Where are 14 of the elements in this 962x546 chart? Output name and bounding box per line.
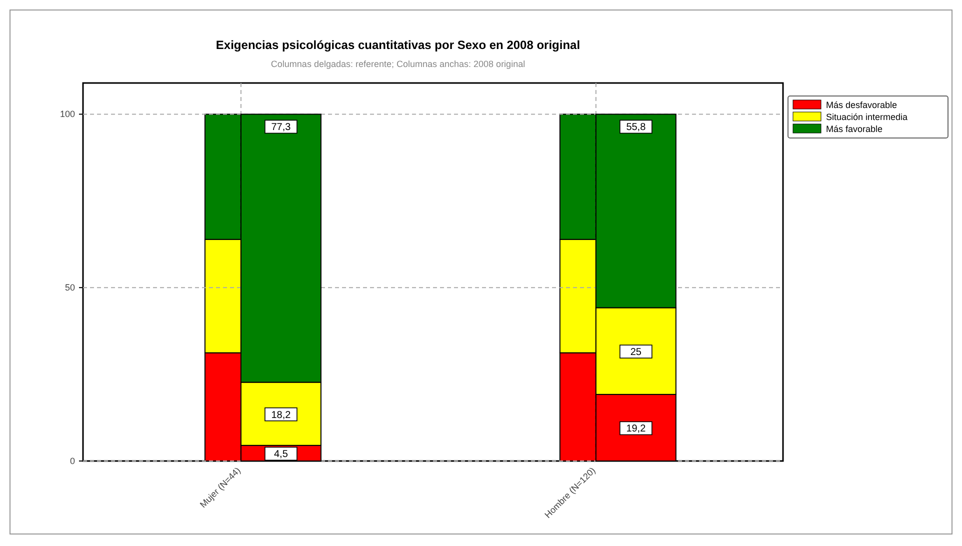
chart-subtitle: Columnas delgadas: referente; Columnas anchas: 2008 original <box>270 59 526 69</box>
y-tick-label: 100 <box>60 109 75 120</box>
data-label: 55,8 <box>626 122 646 134</box>
legend-label: Más desfavorable <box>826 100 898 110</box>
chart-title: Exigencias psicológicas cuantitativas por Sexo en 2008 original <box>216 38 580 52</box>
data-label: 4,5 <box>274 449 288 460</box>
data-label: 25 <box>630 347 642 358</box>
data-label: 19,2 <box>626 424 646 435</box>
y-tick-label: 0 <box>70 456 75 466</box>
legend-label: Situación intermedia <box>826 112 908 122</box>
legend-label: Más favorable <box>826 124 883 134</box>
y-tick-label: 50 <box>64 282 75 293</box>
data-label: 77,3 <box>271 122 292 134</box>
data-label: 18,2 <box>271 410 292 421</box>
